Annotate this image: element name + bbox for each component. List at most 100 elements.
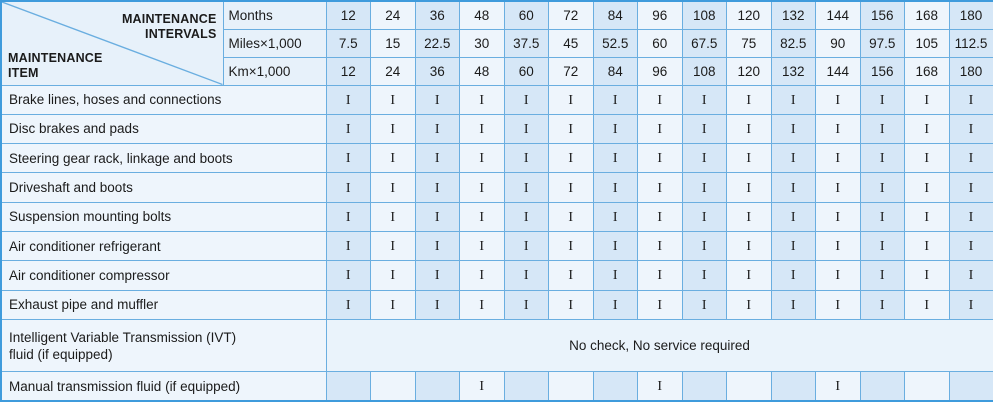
inspect-mark-icon: I <box>523 180 529 196</box>
inspect-mark-icon: I <box>879 180 885 196</box>
inspect-mark-icon: I <box>390 92 396 108</box>
inspect-mark-icon: I <box>479 297 485 313</box>
inspect-mark-icon: I <box>701 239 707 255</box>
service-mark-cell: I <box>859 172 905 203</box>
inspect-mark-icon: I <box>879 151 885 167</box>
service-mark-cell: I <box>770 230 816 262</box>
service-mark-cell: I <box>726 172 772 203</box>
service-mark-cell: I <box>459 84 505 115</box>
service-mark-cell: I <box>459 201 505 232</box>
maintenance-item-cell: Manual transmission fluid (if equipped) <box>0 371 327 402</box>
inspect-mark-icon: I <box>657 209 663 225</box>
unit-label-cell: Km×1,000 <box>222 56 327 86</box>
service-mark-cell: I <box>325 84 371 115</box>
interval-value-cell: 108 <box>681 0 727 30</box>
inspect-mark-icon: I <box>968 151 974 167</box>
service-mark-cell: I <box>414 289 460 320</box>
interval-value-cell: 168 <box>904 0 950 30</box>
inspect-mark-icon: I <box>657 379 663 395</box>
interval-value-cell: 72 <box>548 56 594 86</box>
maintenance-item-cell: Disc brakes and pads <box>0 113 327 145</box>
maintenance-intervals-label-line1: MAINTENANCE <box>121 11 217 26</box>
interval-value-cell: 24 <box>370 56 416 86</box>
inspect-mark-icon: I <box>523 151 529 167</box>
maintenance-item-text: Manual transmission fluid (if equipped) <box>9 378 241 394</box>
inspect-mark-icon: I <box>835 239 841 255</box>
inspect-mark-icon: I <box>879 268 885 284</box>
service-mark-cell: I <box>770 172 816 203</box>
inspect-mark-icon: I <box>479 268 485 284</box>
inspect-mark-icon: I <box>835 92 841 108</box>
inspect-mark-icon: I <box>701 121 707 137</box>
inspect-mark-icon: I <box>835 268 841 284</box>
service-mark-cell <box>770 371 816 402</box>
service-mark-cell: I <box>770 84 816 115</box>
service-mark-cell: I <box>726 230 772 262</box>
inspect-mark-icon: I <box>479 239 485 255</box>
inspect-mark-icon: I <box>879 297 885 313</box>
inspect-mark-icon: I <box>790 92 796 108</box>
inspect-mark-icon: I <box>612 92 618 108</box>
service-mark-cell: I <box>726 201 772 232</box>
inspect-mark-icon: I <box>479 151 485 167</box>
service-mark-cell: I <box>815 84 861 115</box>
service-mark-cell: I <box>414 201 460 232</box>
service-mark-cell: I <box>726 113 772 145</box>
maintenance-item-cell: Steering gear rack, linkage and boots <box>0 143 327 174</box>
service-mark-cell: I <box>459 143 505 174</box>
inspect-mark-icon: I <box>924 268 930 284</box>
service-mark-cell: I <box>414 172 460 203</box>
service-mark-cell: I <box>548 201 594 232</box>
service-mark-cell: I <box>770 201 816 232</box>
service-mark-cell: I <box>548 260 594 291</box>
service-mark-cell: I <box>859 289 905 320</box>
service-mark-cell: I <box>548 172 594 203</box>
inspect-mark-icon: I <box>612 239 618 255</box>
service-mark-cell: I <box>370 260 416 291</box>
inspect-mark-icon: I <box>612 268 618 284</box>
inspect-mark-icon: I <box>434 121 440 137</box>
interval-value-cell: 7.5 <box>325 28 371 58</box>
service-mark-cell: I <box>370 201 416 232</box>
inspect-mark-icon: I <box>701 268 707 284</box>
inspect-mark-icon: I <box>746 297 752 313</box>
maintenance-item-cell: Driveshaft and boots <box>0 172 327 203</box>
maintenance-item-text: Brake lines, hoses and connections <box>9 92 222 108</box>
service-mark-cell: I <box>726 143 772 174</box>
inspect-mark-icon: I <box>746 92 752 108</box>
inspect-mark-icon: I <box>345 239 351 255</box>
service-mark-cell: I <box>459 371 505 402</box>
service-mark-cell: I <box>637 289 683 320</box>
interval-value-cell: 15 <box>370 28 416 58</box>
inspect-mark-icon: I <box>968 92 974 108</box>
service-mark-cell: I <box>503 201 549 232</box>
inspect-mark-icon: I <box>657 297 663 313</box>
inspect-mark-icon: I <box>746 121 752 137</box>
interval-value-cell: 36 <box>414 56 460 86</box>
service-mark-cell: I <box>726 289 772 320</box>
table-row: Brake lines, hoses and connections I I I I I I… <box>0 84 993 115</box>
service-mark-cell: I <box>370 113 416 145</box>
no-service-note-cell: No check, No service required <box>325 318 993 373</box>
service-mark-cell: I <box>726 260 772 291</box>
table-row: Intelligent Variable Transmission (IVT) f… <box>0 318 993 373</box>
service-mark-cell: I <box>503 172 549 203</box>
interval-value-cell: 132 <box>770 56 816 86</box>
inspect-mark-icon: I <box>568 151 574 167</box>
inspect-mark-icon: I <box>390 239 396 255</box>
inspect-mark-icon: I <box>612 151 618 167</box>
service-mark-cell: I <box>370 230 416 262</box>
inspect-mark-icon: I <box>924 92 930 108</box>
inspect-mark-icon: I <box>345 121 351 137</box>
inspect-mark-icon: I <box>568 209 574 225</box>
service-mark-cell: I <box>459 113 505 145</box>
inspect-mark-icon: I <box>746 151 752 167</box>
maintenance-item-text: Exhaust pipe and muffler <box>9 297 159 313</box>
service-mark-cell: I <box>770 113 816 145</box>
service-mark-cell: I <box>859 230 905 262</box>
service-mark-cell: I <box>948 230 993 262</box>
inspect-mark-icon: I <box>924 180 930 196</box>
inspect-mark-icon: I <box>434 297 440 313</box>
service-mark-cell <box>548 371 594 402</box>
inspect-mark-icon: I <box>345 268 351 284</box>
